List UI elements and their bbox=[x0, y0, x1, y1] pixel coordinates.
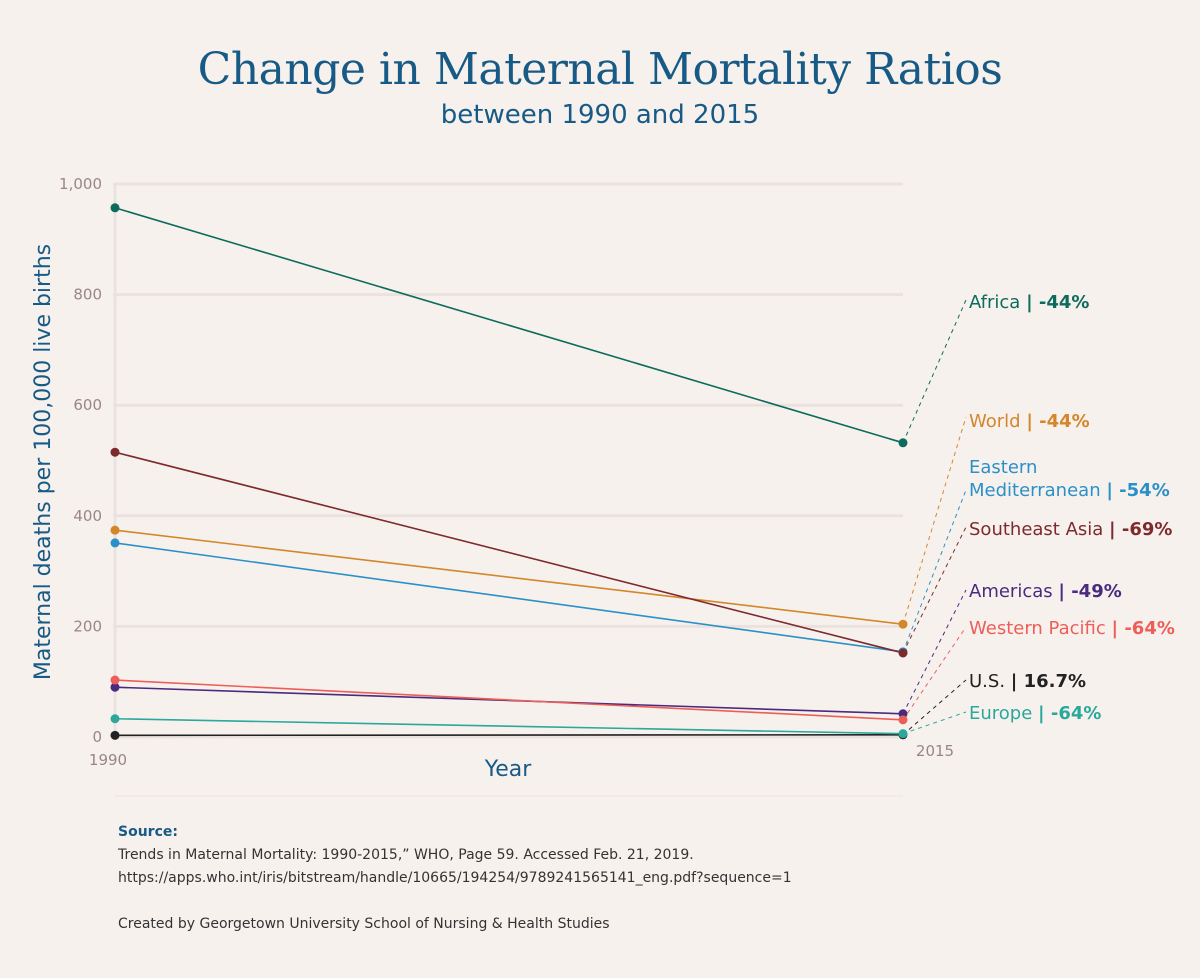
x-tick-label: 2015 bbox=[916, 742, 954, 760]
y-tick-label: 800 bbox=[73, 286, 102, 304]
series-line bbox=[114, 717, 904, 735]
label-leader-line bbox=[902, 489, 967, 653]
x-axis-label: Year bbox=[484, 757, 533, 782]
series-line bbox=[114, 733, 904, 737]
data-point bbox=[110, 525, 120, 535]
series-change: | -69% bbox=[1109, 519, 1172, 540]
chart-subtitle: between 1990 and 2015 bbox=[440, 100, 760, 130]
series-change: | -54% bbox=[1106, 480, 1169, 501]
series-change: | -64% bbox=[1038, 703, 1101, 724]
y-tick-label: 400 bbox=[73, 507, 102, 525]
label-leader-line bbox=[902, 589, 967, 715]
data-point bbox=[898, 438, 908, 448]
series-change: | -64% bbox=[1111, 618, 1174, 639]
data-point bbox=[110, 538, 120, 548]
label-leader-line bbox=[902, 526, 967, 654]
y-tick-label: 0 bbox=[92, 728, 102, 746]
source-heading: Source: bbox=[118, 824, 178, 840]
series-change: | -49% bbox=[1058, 581, 1121, 602]
data-point bbox=[110, 682, 120, 692]
series-change: | -44% bbox=[1026, 411, 1089, 432]
series-label: Europe | -64% bbox=[969, 703, 1101, 724]
y-tick-label: 600 bbox=[73, 396, 102, 414]
series-line bbox=[114, 542, 904, 653]
series-label: Mediterranean | -54% bbox=[969, 480, 1170, 501]
data-point bbox=[898, 619, 908, 629]
y-axis-label: Maternal deaths per 100,000 live births bbox=[31, 244, 56, 680]
data-point bbox=[110, 714, 120, 724]
y-tick-label: 1,000 bbox=[59, 175, 102, 193]
series-label: Africa | -44% bbox=[969, 292, 1089, 313]
series-label-line: Eastern bbox=[969, 457, 1037, 478]
source-url[interactable]: https://apps.who.int/iris/bitstream/hand… bbox=[118, 870, 792, 886]
source-citation: Trends in Maternal Mortality: 1990-2015,… bbox=[118, 847, 694, 863]
label-leader-line bbox=[902, 626, 967, 721]
data-point bbox=[110, 447, 120, 457]
data-point bbox=[898, 729, 908, 739]
series-change: | -44% bbox=[1026, 292, 1089, 313]
label-leader-line bbox=[902, 299, 967, 444]
label-leader-line bbox=[902, 416, 967, 625]
chart-title: Change in Maternal Mortality Ratios bbox=[197, 44, 1003, 95]
series-label: Americas | -49% bbox=[969, 581, 1122, 602]
series-line bbox=[114, 529, 904, 625]
series-line bbox=[114, 679, 904, 721]
series-change: | 16.7% bbox=[1011, 671, 1086, 692]
series-label: Southeast Asia | -69% bbox=[969, 519, 1172, 540]
data-point bbox=[110, 675, 120, 685]
source-block: Source: Trends in Maternal Mortality: 19… bbox=[118, 821, 792, 936]
x-tick-label: 1990 bbox=[89, 751, 127, 769]
y-tick-label: 200 bbox=[73, 617, 102, 635]
series-label: World | -44% bbox=[969, 411, 1090, 432]
series-line bbox=[114, 207, 904, 444]
label-leader-line bbox=[902, 711, 967, 735]
source-credit: Created by Georgetown University School … bbox=[118, 916, 610, 932]
series-line bbox=[114, 451, 904, 654]
data-point bbox=[898, 715, 908, 725]
label-leader-line bbox=[902, 679, 967, 736]
data-point bbox=[110, 203, 120, 213]
series-label: U.S. | 16.7% bbox=[969, 671, 1086, 692]
data-point bbox=[110, 730, 120, 740]
data-point bbox=[898, 648, 908, 658]
series-label: Western Pacific | -64% bbox=[969, 618, 1175, 639]
